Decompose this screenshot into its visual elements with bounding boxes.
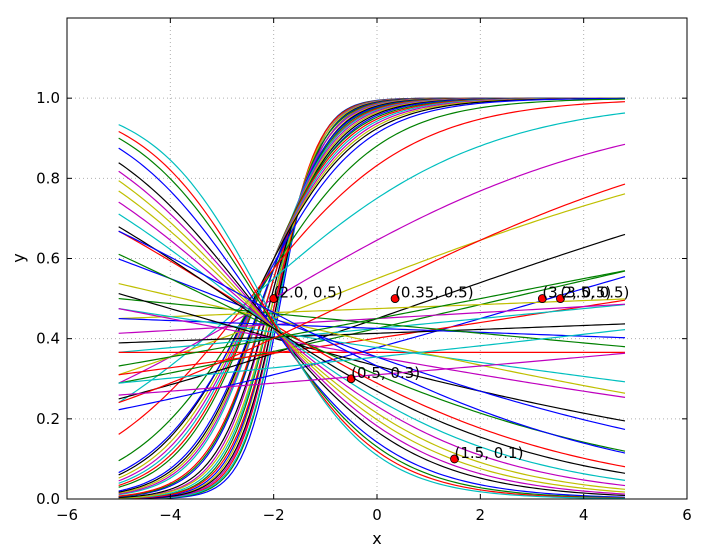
y-tick-label: 0.2 [36, 410, 60, 428]
x-tick-label: 6 [682, 506, 692, 524]
series-line [118, 292, 626, 422]
data-point [390, 294, 400, 303]
data-point [450, 454, 459, 464]
y-axis-ticks: 0.0 0.2 0.4 0.6 0.8 1.0 [36, 89, 687, 508]
point-label: (0.35, 0.5) [395, 284, 474, 302]
series-line [118, 147, 626, 498]
series-line [118, 143, 626, 384]
series-line [118, 98, 626, 462]
series-line [118, 226, 626, 474]
y-tick-label: 0.6 [36, 250, 60, 268]
series-line [118, 101, 626, 435]
x-tick-label: −2 [263, 506, 285, 524]
x-axis-label: x [372, 529, 381, 548]
grid-lines [67, 18, 687, 499]
series-line [118, 170, 626, 495]
point-label: (1.5, 0.1) [455, 444, 524, 462]
series-line [118, 162, 626, 497]
series-line [118, 201, 626, 487]
series-line [118, 230, 626, 454]
series-line [118, 329, 626, 384]
data-point [556, 294, 565, 303]
series-line [118, 282, 626, 394]
y-tick-label: 1.0 [36, 89, 60, 107]
series-line [118, 112, 626, 404]
point-label: (2.0, 0.5) [274, 284, 343, 302]
series-line [118, 270, 626, 367]
y-tick-label: 0.0 [36, 490, 60, 508]
series-line [118, 180, 626, 493]
series-line [118, 124, 626, 500]
series-line [118, 130, 626, 499]
y-tick-label: 0.4 [36, 330, 60, 348]
series-line [118, 258, 626, 430]
series-line [118, 303, 626, 353]
point-label: (3.5, 0.5) [560, 284, 629, 302]
x-tick-label: 2 [476, 506, 486, 524]
x-tick-label: 0 [372, 506, 382, 524]
series-line [118, 270, 626, 384]
x-tick-label: 4 [579, 506, 589, 524]
annotated-points: (2.0, 0.5) (0.35, 0.5) (3.2, 0.5)(3.5, 0.5… [269, 284, 629, 464]
point-label: (0.5, 0.3) [351, 364, 420, 382]
data-point [537, 294, 547, 303]
series-curves [118, 97, 626, 500]
series-line [118, 317, 626, 339]
series-line [118, 183, 626, 404]
x-tick-label: −4 [159, 506, 181, 524]
data-point [346, 374, 356, 384]
x-tick-label: −6 [56, 506, 78, 524]
series-line [118, 308, 626, 398]
series-line [118, 190, 626, 490]
series-line [118, 97, 626, 474]
series-line [118, 303, 626, 334]
series-line [118, 137, 626, 499]
series-line [118, 323, 626, 344]
y-axis-label: y [9, 253, 28, 262]
x-axis-ticks: −6 −4 −2 0 2 4 6 [56, 18, 692, 524]
data-point [269, 294, 279, 303]
series-line [118, 308, 626, 383]
series-line [118, 352, 626, 396]
y-tick-label: 0.8 [36, 169, 60, 187]
